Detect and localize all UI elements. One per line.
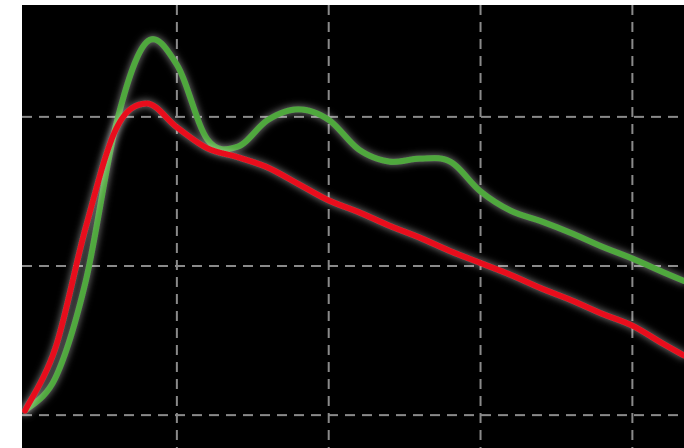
plot-area xyxy=(22,5,684,448)
series-line xyxy=(22,100,684,414)
